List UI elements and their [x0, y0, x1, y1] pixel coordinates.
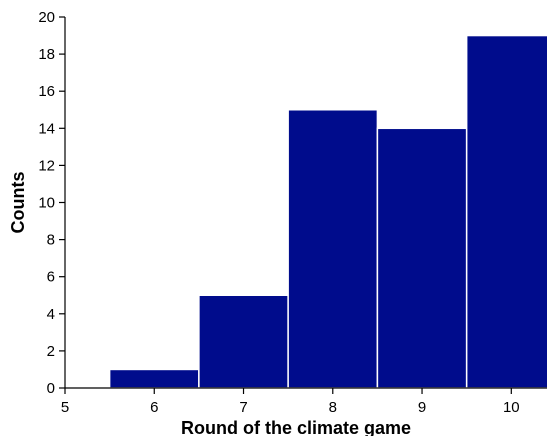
bar-9	[376, 127, 468, 389]
y-tick-label: 16	[38, 83, 55, 100]
y-tick-label: 12	[38, 157, 55, 174]
y-axis-title: Counts	[8, 172, 28, 234]
y-tick-label: 20	[38, 9, 55, 26]
bar-8	[287, 109, 379, 389]
x-tick-label: 10	[503, 399, 520, 416]
y-tick-label: 0	[47, 380, 55, 397]
y-tick-label: 14	[38, 120, 55, 137]
bars-group	[108, 34, 547, 389]
y-tick-label: 18	[38, 46, 55, 63]
x-tick-label: 5	[61, 399, 69, 416]
bar-7	[198, 294, 289, 389]
bar-10	[465, 34, 547, 389]
y-tick-label: 10	[38, 195, 55, 212]
x-tick-label: 6	[150, 399, 158, 416]
x-axis-title: Round of the climate game	[181, 418, 411, 436]
x-tick-label: 7	[239, 399, 247, 416]
y-tick-label: 6	[47, 269, 55, 286]
y-tick-label: 8	[47, 232, 55, 249]
x-axis: 5 6 7 8 9 10	[61, 387, 547, 416]
y-tick-label: 2	[47, 343, 55, 360]
y-tick-label: 4	[47, 306, 55, 323]
y-axis: 0 2 4 6 8 10 12 14 16 18 20	[38, 9, 66, 397]
bar-6	[108, 368, 200, 389]
x-tick-label: 9	[418, 399, 426, 416]
x-tick-label: 8	[329, 399, 337, 416]
